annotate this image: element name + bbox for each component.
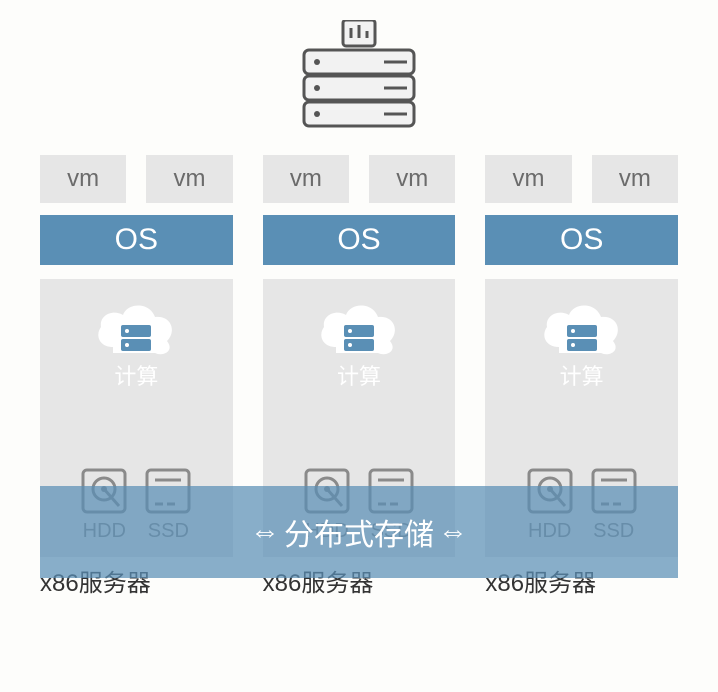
compute-block: 计算 [537, 297, 627, 391]
compute-block: 计算 [314, 297, 404, 391]
compute-label: 计算 [114, 359, 158, 391]
os-box: OS [485, 215, 678, 265]
cloud-server-icon [537, 297, 627, 361]
os-box: OS [263, 215, 456, 265]
cloud-server-icon [91, 297, 181, 361]
vm-box: vm [592, 155, 678, 203]
cloud-server-icon [314, 297, 404, 361]
vm-box: vm [263, 155, 349, 203]
vm-box: vm [146, 155, 232, 203]
overlay-label: 分布式存储 [284, 510, 434, 554]
os-box: OS [40, 215, 233, 265]
vm-box: vm [40, 155, 126, 203]
compute-block: 计算 [91, 297, 181, 391]
compute-label: 计算 [560, 359, 604, 391]
vm-box: vm [369, 155, 455, 203]
server-stack-icon [299, 20, 419, 130]
compute-label: 计算 [337, 359, 381, 391]
vm-box: vm [485, 155, 571, 203]
arrow-right-icon: ⇔ [438, 515, 468, 549]
vm-row: vm vm [40, 155, 233, 203]
arrow-left-icon: ⇔ [250, 515, 280, 549]
vm-row: vm vm [485, 155, 678, 203]
vm-row: vm vm [263, 155, 456, 203]
distributed-storage-overlay: ⇔ 分布式存储 ⇔ [40, 486, 678, 578]
